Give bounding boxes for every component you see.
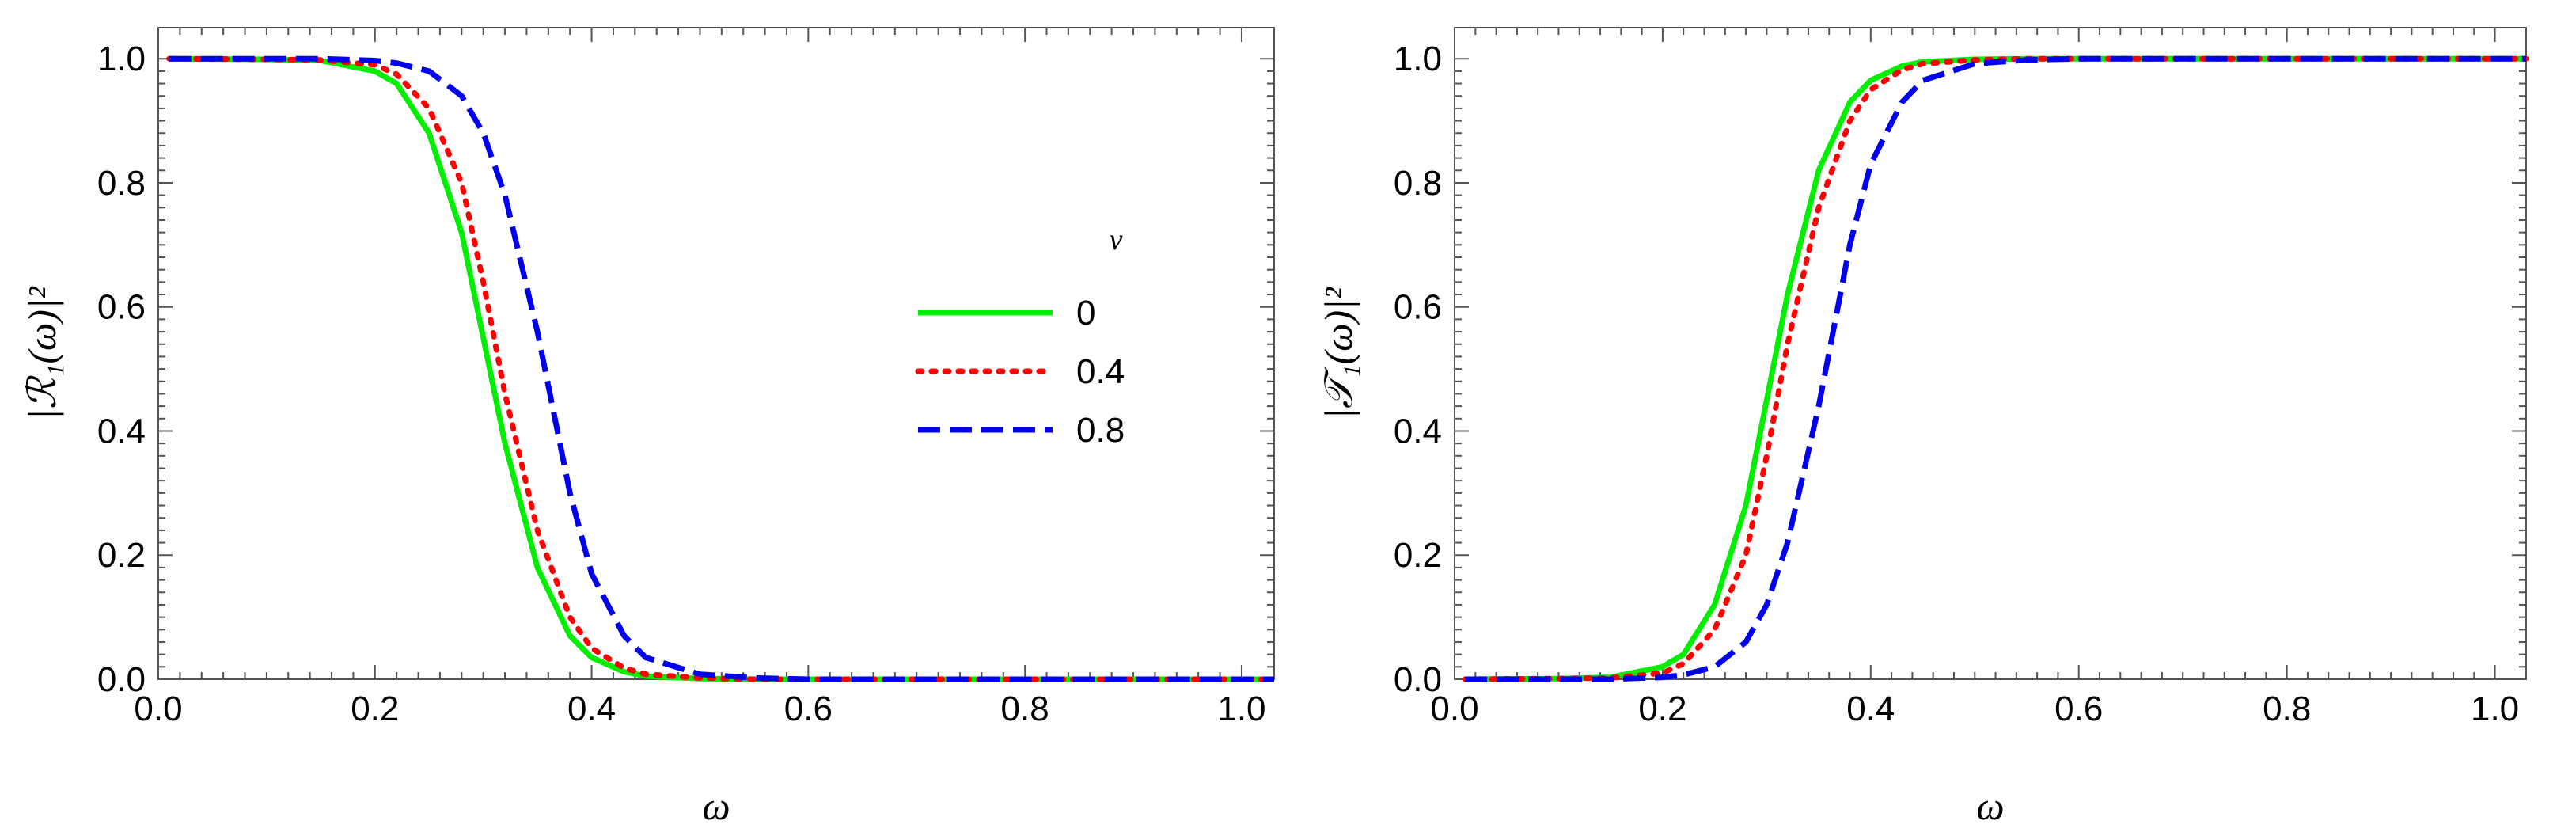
x-tick-label: 1.0	[2471, 690, 2519, 728]
y-tick-label: 0.2	[97, 536, 146, 575]
legend-label: 0.4	[1076, 352, 1125, 391]
legend-label: 0.8	[1076, 411, 1125, 450]
series-line-0_8	[1465, 55, 2526, 682]
x-tick-label: 0.8	[2263, 690, 2311, 728]
y-tick-label: 0.0	[97, 660, 146, 699]
x-tick-label: 1.0	[1217, 690, 1265, 728]
y-tick-label: 0.8	[97, 164, 146, 203]
y-tick-label: 1.0	[1394, 40, 1442, 78]
x-axis-label: ω	[702, 784, 730, 828]
y-tick-label: 0.0	[1394, 660, 1442, 699]
x-tick-label: 0.2	[1638, 690, 1686, 728]
x-axis-label: ω	[1976, 784, 2004, 828]
x-tick-label: 0.0	[1430, 690, 1478, 728]
x-tick-label: 0.4	[567, 690, 616, 728]
series-line-0	[1465, 55, 2526, 682]
legend-title: ν	[1110, 223, 1123, 256]
y-tick-label: 0.8	[1394, 164, 1442, 203]
x-tick-label: 0.4	[1846, 690, 1895, 728]
legend-label: 0	[1076, 294, 1095, 332]
y-axis-label: |𝒯₁(ω)|²	[1316, 287, 1360, 420]
series-line-0_8	[169, 55, 1274, 682]
reflection-panel: 0.0 0.2 0.4 0.6 0.8 1.0 0.0 0.2 0.4 0.6 0.8 1.0 ω |ℛ₁…	[20, 27, 1277, 828]
y-axis-label: |ℛ₁(ω)|²	[20, 286, 64, 420]
series-line-0_4	[1462, 55, 2529, 682]
y-tick-label: 0.4	[97, 412, 146, 450]
x-tick-label: 0.6	[784, 690, 833, 728]
y-tick-label: 0.6	[97, 288, 146, 327]
legend: ν 0 0.4 0.8	[915, 223, 1125, 450]
x-tick-label: 0.0	[134, 690, 182, 728]
x-tick-label: 0.8	[1001, 690, 1049, 728]
x-tick-label: 0.6	[2054, 690, 2103, 728]
series-line-0_4	[166, 55, 1277, 682]
y-tick-label: 1.0	[97, 40, 146, 78]
transmission-panel: 0.0 0.2 0.4 0.6 0.8 1.0 0.0 0.2 0.4 0.6 0.8 1.0 ω |𝒯₁…	[1316, 27, 2529, 828]
x-tick-label: 0.2	[351, 690, 399, 728]
y-tick-label: 0.6	[1394, 288, 1442, 327]
y-tick-label: 0.4	[1394, 412, 1442, 450]
y-tick-label: 0.2	[1394, 536, 1442, 575]
plot-frame	[1454, 27, 2527, 680]
